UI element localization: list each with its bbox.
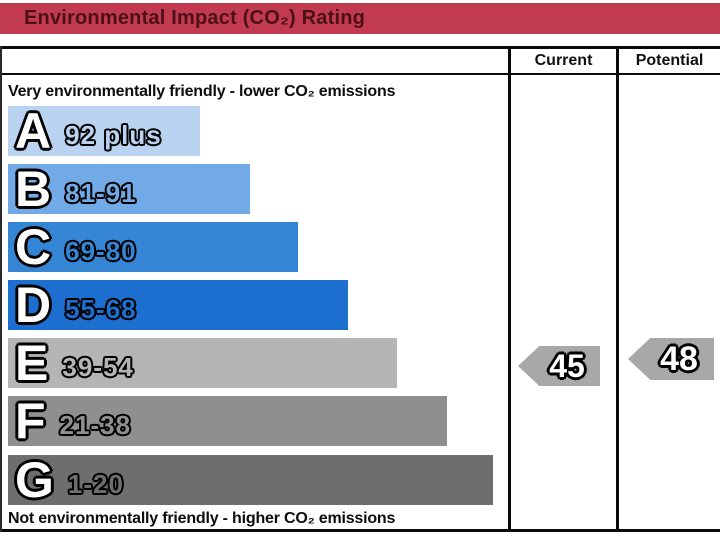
potential-column-header: Potential bbox=[635, 52, 704, 69]
title-bar: Environmental Impact (CO₂) Rating bbox=[0, 3, 720, 34]
band-row-f: F 21-38 bbox=[8, 396, 447, 446]
potential-rating-arrow: 48 bbox=[628, 338, 714, 380]
table-top-border bbox=[0, 46, 720, 49]
band-row-c: C 69-80 bbox=[8, 222, 298, 272]
band-row-g: G 1-20 bbox=[8, 455, 493, 505]
band-row-d: D 55-68 bbox=[8, 280, 348, 330]
band-range: 39-54 bbox=[62, 351, 134, 382]
header-bottom-rule bbox=[0, 73, 720, 75]
band-range: 1-20 bbox=[67, 468, 124, 499]
band-range: 92 plus bbox=[65, 119, 162, 150]
band-letter: D bbox=[15, 277, 52, 333]
band-range: 81-91 bbox=[65, 177, 137, 208]
current-column-divider bbox=[508, 46, 511, 532]
current-rating-value: 45 bbox=[549, 348, 585, 384]
band-range: 21-38 bbox=[59, 409, 132, 440]
band-letter: C bbox=[15, 219, 52, 275]
band-letter: A bbox=[15, 103, 52, 159]
potential-rating-value: 48 bbox=[660, 340, 698, 378]
top-note: Very environmentally friendly - lower CO… bbox=[8, 83, 396, 100]
band-letter: B bbox=[15, 161, 52, 217]
table-bottom-border bbox=[0, 529, 720, 532]
band-range: 55-68 bbox=[65, 293, 137, 324]
table-left-border bbox=[0, 46, 2, 532]
current-rating-arrow: 45 bbox=[518, 346, 600, 386]
current-column-header: Current bbox=[534, 52, 593, 69]
bottom-note: Not environmentally friendly - higher CO… bbox=[8, 510, 396, 527]
band-letter: F bbox=[15, 393, 46, 449]
potential-column-divider bbox=[616, 46, 619, 532]
band-letter: G bbox=[15, 452, 54, 508]
band-row-a: A 92 plus bbox=[8, 106, 200, 156]
page-title: Environmental Impact (CO₂) Rating bbox=[24, 7, 366, 29]
band-range: 69-80 bbox=[65, 235, 137, 266]
band-letter: E bbox=[15, 335, 49, 391]
band-row-b: B 81-91 bbox=[8, 164, 250, 214]
band-row-e: E 39-54 bbox=[8, 338, 397, 388]
